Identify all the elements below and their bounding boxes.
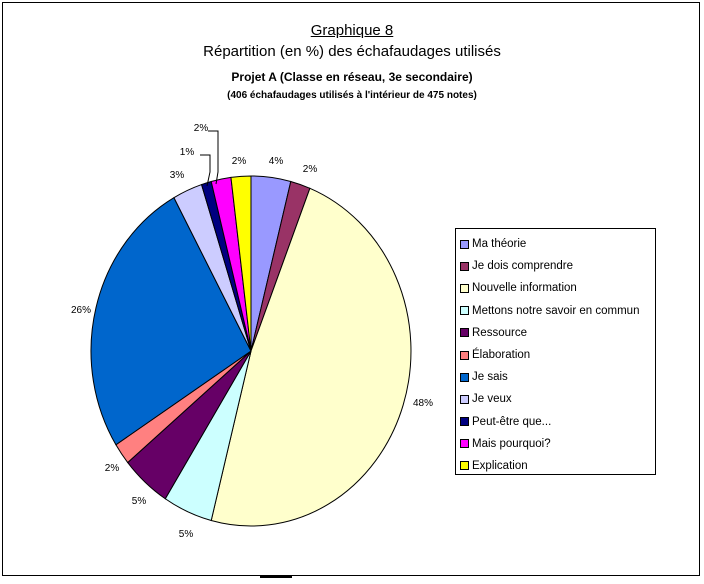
legend-item-7: Je sais bbox=[456, 366, 655, 388]
legend-item-11: Explication bbox=[456, 455, 655, 477]
chart-subtitle-notes: (406 échafaudages utilisés à l'intérieur… bbox=[227, 90, 477, 101]
legend-label: Ma théorie bbox=[472, 238, 527, 251]
legend-label: Élaboration bbox=[472, 349, 531, 362]
legend-label: Ressource bbox=[472, 326, 527, 339]
legend-swatch bbox=[460, 239, 469, 249]
chart-subtitle-project: Projet A (Classe en réseau, 3e secondair… bbox=[231, 70, 473, 84]
legend-item-1: Ma théorie bbox=[456, 233, 655, 255]
legend-item-3: Nouvelle information bbox=[456, 277, 655, 299]
pie-slice-7 bbox=[90, 196, 252, 446]
frame-tab bbox=[260, 576, 292, 578]
legend-swatch bbox=[460, 439, 469, 449]
data-label-3: 48% bbox=[413, 398, 433, 409]
legend-label: Mais pourquoi? bbox=[472, 437, 551, 450]
pie-slice-3 bbox=[210, 187, 412, 527]
data-label-10: 2% bbox=[194, 123, 209, 134]
legend-swatch bbox=[460, 261, 469, 271]
legend-label: Je dois comprendre bbox=[472, 260, 573, 273]
data-label-1: 4% bbox=[269, 156, 284, 167]
leader-line-9 bbox=[200, 154, 211, 187]
legend-item-2: Je dois comprendre bbox=[456, 255, 655, 277]
legend-item-6: Élaboration bbox=[456, 344, 655, 366]
legend-label: Peut-être que... bbox=[472, 415, 552, 428]
chart-title: Graphique 8 bbox=[310, 22, 394, 39]
legend-item-8: Je veux bbox=[456, 388, 655, 410]
legend-label: Nouvelle information bbox=[472, 282, 577, 295]
chart-legend: Ma théorie Je dois comprendre Nouvelle inf… bbox=[455, 228, 656, 475]
legend-swatch bbox=[460, 372, 469, 382]
legend-item-10: Mais pourquoi? bbox=[456, 433, 655, 455]
legend-swatch bbox=[460, 350, 469, 360]
legend-item-4: Mettons notre savoir en commun bbox=[456, 300, 655, 322]
legend-swatch bbox=[460, 328, 469, 338]
leader-line-10 bbox=[208, 130, 219, 185]
legend-swatch bbox=[460, 461, 469, 471]
chart-subtitle: Répartition (en %) des échafaudages util… bbox=[203, 43, 501, 60]
legend-label: Je sais bbox=[472, 371, 508, 384]
legend-swatch bbox=[460, 394, 469, 404]
data-label-8: 3% bbox=[170, 170, 185, 181]
legend-label: Mettons notre savoir en commun bbox=[472, 304, 640, 317]
legend-swatch bbox=[460, 283, 469, 293]
legend-label: Je veux bbox=[472, 393, 512, 406]
data-label-9: 1% bbox=[180, 147, 195, 158]
legend-swatch bbox=[460, 417, 469, 427]
legend-swatch bbox=[460, 306, 469, 316]
legend-label: Explication bbox=[472, 459, 528, 472]
data-label-4: 5% bbox=[179, 529, 194, 540]
data-label-2: 2% bbox=[303, 164, 318, 175]
legend-item-9: Peut-être que... bbox=[456, 411, 655, 433]
legend-item-5: Ressource bbox=[456, 322, 655, 344]
data-label-7: 26% bbox=[71, 305, 91, 316]
pie-slice-11 bbox=[230, 175, 252, 352]
data-label-11: 2% bbox=[232, 156, 247, 167]
data-label-5: 5% bbox=[132, 496, 147, 507]
data-label-6: 2% bbox=[105, 463, 120, 474]
